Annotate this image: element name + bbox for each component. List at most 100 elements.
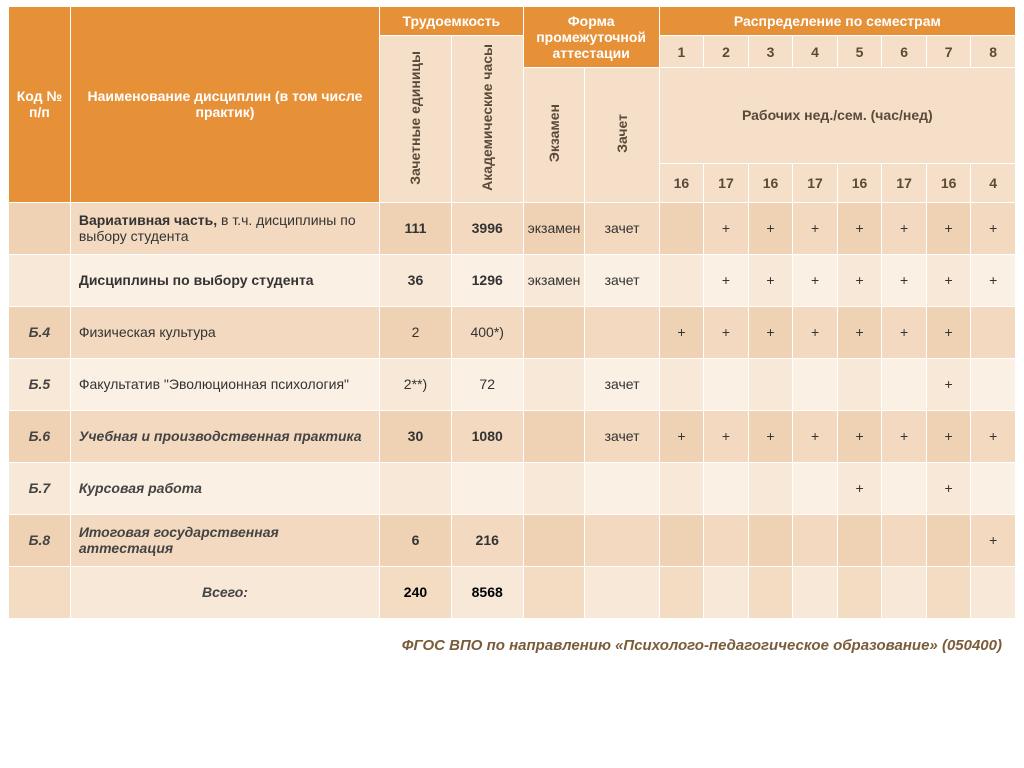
cell-units: 2**) [380,358,452,410]
cell-exam [523,358,585,410]
sem-6: 6 [882,36,927,68]
sem-1: 1 [659,36,704,68]
cell-sem-1 [659,358,704,410]
cell-sem-7: + [926,202,971,254]
cell-sem-6: + [882,410,927,462]
total-label: Всего: [70,566,379,618]
cell-sem-4 [793,462,838,514]
table-header: Код № п/п Наименование дисциплин (в том … [9,7,1016,203]
weeks-2: 17 [704,163,749,202]
weeks-5: 16 [837,163,882,202]
cell-zachet: зачет [585,358,659,410]
cell-sem-3 [748,462,793,514]
cell-code: Б.8 [9,514,71,566]
cell-sem-7: + [926,358,971,410]
cell-sem-4: + [793,306,838,358]
total-units: 240 [380,566,452,618]
cell-zachet [585,514,659,566]
cell-sem-1 [659,514,704,566]
weeks-1: 16 [659,163,704,202]
col-credit-units: Зачетные единицы [380,36,452,203]
sem-8: 8 [971,36,1016,68]
cell-sem-1 [659,462,704,514]
sem-3: 3 [748,36,793,68]
cell-sem-1 [659,254,704,306]
cell-sem-6 [882,462,927,514]
total-hours: 8568 [451,566,523,618]
cell-sem-8: + [971,254,1016,306]
cell-sem-6 [882,358,927,410]
cell-hours: 3996 [451,202,523,254]
cell-units: 36 [380,254,452,306]
cell-sem-6: + [882,202,927,254]
cell-sem-3: + [748,306,793,358]
sem-7: 7 [926,36,971,68]
cell-hours: 1080 [451,410,523,462]
table-row: Б.8Итоговая государственная аттестация62… [9,514,1016,566]
cell-sem-6: + [882,254,927,306]
cell-hours [451,462,523,514]
cell-sem-5: + [837,306,882,358]
cell-exam: экзамен [523,202,585,254]
cell-sem-6 [882,514,927,566]
cell-sem-8: + [971,410,1016,462]
cell-code [9,254,71,306]
cell-sem-5: + [837,462,882,514]
cell-sem-5 [837,358,882,410]
sem-2: 2 [704,36,749,68]
col-attestation-form: Форма промежуточной аттестации [523,7,659,68]
table-row: Б.5Факультатив "Эволюционная психология"… [9,358,1016,410]
cell-sem-7 [926,514,971,566]
cell-sem-2: + [704,202,749,254]
cell-code: Б.5 [9,358,71,410]
cell-sem-8 [971,462,1016,514]
cell-sem-7: + [926,410,971,462]
table-body: Вариативная часть, в т.ч. дисциплины по … [9,202,1016,618]
cell-discipline-name: Физическая культура [70,306,379,358]
row-total: Всего:2408568 [9,566,1016,618]
cell-units [380,462,452,514]
cell-discipline-name: Дисциплины по выбору студента [70,254,379,306]
cell-sem-3: + [748,410,793,462]
cell-sem-3: + [748,202,793,254]
curriculum-table: Код № п/п Наименование дисциплин (в том … [8,6,1016,619]
col-exam: Экзамен [523,68,585,203]
cell-hours: 216 [451,514,523,566]
cell-sem-7: + [926,306,971,358]
cell-sem-4 [793,358,838,410]
cell-exam [523,306,585,358]
footer-text: ФГОС ВПО по направлению «Психолого-педаг… [0,619,1024,654]
cell-exam [523,514,585,566]
cell-sem-5 [837,514,882,566]
cell-discipline-name: Учебная и производственная практика [70,410,379,462]
cell-discipline-name: Факультатив "Эволюционная психология" [70,358,379,410]
cell-sem-1: + [659,306,704,358]
cell-discipline-name: Итоговая государственная аттестация [70,514,379,566]
col-distribution: Распределение по семестрам [659,7,1015,36]
cell-sem-4: + [793,254,838,306]
cell-code: Б.6 [9,410,71,462]
cell-zachet: зачет [585,254,659,306]
col-discipline-name: Наименование дисциплин (в том числе прак… [70,7,379,203]
cell-sem-5: + [837,410,882,462]
col-labor: Трудоемкость [380,7,524,36]
cell-sem-5: + [837,254,882,306]
cell-sem-7: + [926,254,971,306]
weeks-label: Рабочих нед./сем. (час/нед) [659,68,1015,164]
cell-sem-3 [748,358,793,410]
col-code: Код № п/п [9,7,71,203]
sem-5: 5 [837,36,882,68]
sem-4: 4 [793,36,838,68]
weeks-8: 4 [971,163,1016,202]
cell-sem-8 [971,358,1016,410]
weeks-3: 16 [748,163,793,202]
cell-units: 111 [380,202,452,254]
cell-sem-1 [659,202,704,254]
cell-units: 6 [380,514,452,566]
cell-sem-4 [793,514,838,566]
cell-sem-7: + [926,462,971,514]
cell-code [9,202,71,254]
col-academic-hours: Академические часы [451,36,523,203]
cell-sem-3 [748,514,793,566]
cell-sem-3: + [748,254,793,306]
